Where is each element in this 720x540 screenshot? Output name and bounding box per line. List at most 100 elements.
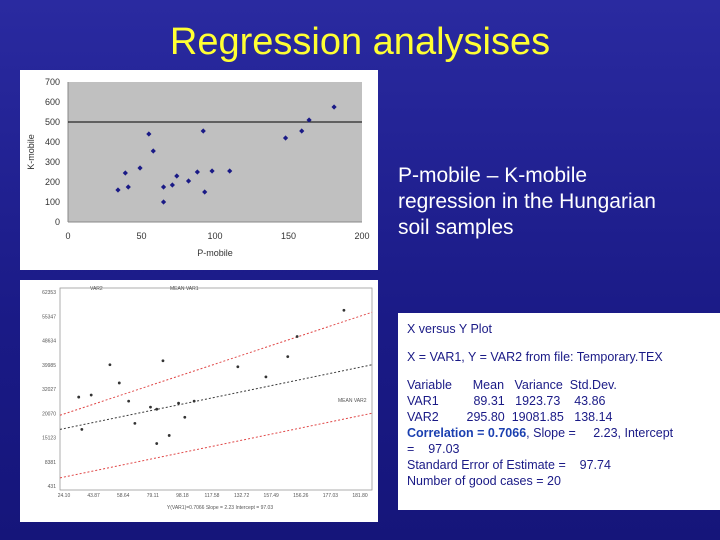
chart2-y-tick-label: 62353 bbox=[42, 290, 56, 296]
chart1-data-point bbox=[160, 184, 167, 190]
regression-plot: VAR2 MEAN VAR1 62353 55347 48634 39985 32027… bbox=[20, 280, 378, 522]
chart2-data-point bbox=[155, 442, 159, 445]
description-line: regression in the Hungarian bbox=[398, 190, 656, 213]
chart1-data-point bbox=[137, 165, 143, 171]
chart1-data-point bbox=[282, 135, 289, 141]
statistics-panel: X versus Y Plot X = VAR1, Y = VAR2 from … bbox=[398, 313, 720, 510]
chart2-data-point bbox=[155, 407, 159, 411]
chart1-y-tick-label: 0 bbox=[55, 217, 60, 227]
slide-title: Regression analysises bbox=[169, 21, 551, 63]
chart2-frame bbox=[59, 287, 373, 491]
chart2-y-tick-label: 20070 bbox=[42, 411, 56, 417]
chart2-y-tick-label: 48634 bbox=[42, 339, 56, 345]
chart1-x-tick-label: 50 bbox=[136, 231, 146, 241]
stats-std-error: Standard Error of Estimate = 97.74 bbox=[407, 458, 611, 472]
correlation-value: Correlation = 0.7066 bbox=[407, 426, 527, 440]
chart1-data-point bbox=[209, 168, 215, 174]
chart2-data-point bbox=[192, 399, 196, 403]
stats-header: X versus Y Plot bbox=[407, 322, 492, 336]
chart2-data-point bbox=[149, 405, 152, 409]
stats-good-cases: Number of good cases = 20 bbox=[407, 474, 561, 488]
chart2-data-point bbox=[342, 308, 346, 312]
chart2-x-tick-label: 181.80 bbox=[352, 493, 368, 499]
chart2-data-point bbox=[236, 365, 240, 369]
chart2-y-tick-label: 39985 bbox=[42, 363, 56, 369]
chart1-x-axis-label: P-mobile bbox=[197, 248, 233, 258]
chart1-data-point bbox=[115, 187, 121, 193]
chart1-data-point bbox=[150, 148, 156, 154]
chart1-data-point bbox=[160, 199, 167, 205]
chart1-x-tick-label: 0 bbox=[65, 231, 70, 241]
chart2-x-tick-label: 24.10 bbox=[58, 493, 71, 499]
chart2-x-tick-label: 117.58 bbox=[205, 493, 220, 499]
chart2-y-tick-label: 15123 bbox=[42, 436, 56, 442]
chart2-upper-band bbox=[59, 311, 373, 416]
chart2-data-point bbox=[127, 399, 131, 403]
chart1-y-tick-label: 100 bbox=[45, 197, 60, 207]
chart2-header-label: MEAN VAR1 bbox=[170, 286, 199, 292]
description-line: P-mobile – K-mobile bbox=[398, 164, 588, 187]
chart2-data-point bbox=[161, 359, 165, 363]
chart1-data-point bbox=[122, 170, 128, 176]
chart1-y-tick-label: 700 bbox=[45, 77, 60, 87]
chart1-data-point bbox=[194, 169, 200, 175]
chart1-data-point bbox=[174, 173, 180, 179]
chart1-data-point bbox=[185, 178, 192, 184]
chart2-data-point bbox=[286, 355, 290, 359]
chart2-data-point bbox=[108, 363, 112, 367]
chart2-data-point bbox=[133, 421, 137, 425]
correlation-rest: , Slope = 2.23, Intercept bbox=[526, 426, 674, 440]
chart2-side-label: MEAN VAR2 bbox=[338, 398, 367, 404]
chart2-data-point bbox=[89, 393, 93, 397]
chart2-x-tick-label: 157.49 bbox=[264, 493, 280, 499]
stats-correlation: Correlation = 0.7066, Slope = 2.23, Inte… bbox=[407, 425, 720, 441]
chart2-y-tick-label: 32027 bbox=[42, 387, 56, 393]
chart2-x-tick-label: 43.87 bbox=[87, 493, 100, 499]
chart2-x-tick-label: 177.03 bbox=[323, 493, 339, 499]
stats-row-var2: VAR2 295.80 19081.85 138.14 bbox=[407, 410, 613, 424]
chart1-data-point bbox=[146, 131, 152, 137]
chart1-data-point bbox=[125, 184, 131, 190]
stats-source: X = VAR1, Y = VAR2 from file: Temporary.… bbox=[407, 350, 663, 364]
chart2-data-point bbox=[117, 381, 121, 385]
chart1-y-axis-label: K-mobile bbox=[26, 134, 36, 170]
chart1-y-tick-label: 500 bbox=[45, 117, 60, 127]
chart1-svg: 0 100 200 300 400 500 600 700 0 50 100 150 200 P-mo… bbox=[26, 77, 370, 258]
chart1-y-tick-label: 300 bbox=[45, 157, 60, 167]
scatter-chart-p-k: 0 100 200 300 400 500 600 700 0 50 100 150 200 P-mo… bbox=[20, 70, 378, 270]
description-line: soil samples bbox=[398, 216, 514, 239]
chart2-x-tick-label: 98.18 bbox=[176, 493, 189, 499]
chart2-y-tick-label: 8381 bbox=[45, 460, 56, 466]
chart2-data-point bbox=[177, 401, 180, 405]
chart1-data-point bbox=[202, 189, 208, 195]
chart2-x-tick-label: 58.64 bbox=[117, 493, 130, 499]
chart1-x-tick-label: 100 bbox=[207, 231, 222, 241]
chart1-data-point bbox=[227, 168, 233, 174]
chart2-data-point bbox=[183, 415, 187, 419]
chart1-data-point bbox=[200, 128, 206, 134]
chart2-lower-band bbox=[59, 412, 373, 479]
chart2-data-point bbox=[295, 335, 299, 338]
chart1-data-point bbox=[169, 182, 175, 188]
chart2-x-tick-label: 132.72 bbox=[234, 493, 250, 499]
stats-row-var1: VAR1 89.31 1923.73 43.86 bbox=[407, 394, 606, 408]
chart1-y-tick-label: 400 bbox=[45, 137, 60, 147]
chart1-x-tick-label: 150 bbox=[281, 231, 296, 241]
stats-intercept: = 97.03 bbox=[407, 442, 460, 456]
chart1-y-tick-label: 600 bbox=[45, 97, 60, 107]
chart2-x-tick-label: 156.26 bbox=[293, 493, 309, 499]
chart1-plot-area bbox=[68, 82, 362, 222]
chart2-x-tick-label: 79.11 bbox=[147, 493, 159, 499]
chart1-data-point bbox=[299, 128, 305, 134]
chart2-svg: VAR2 MEAN VAR1 62353 55347 48634 39985 32027… bbox=[42, 286, 373, 511]
chart2-data-point bbox=[77, 395, 81, 399]
stats-table-header: Variable Mean Variance Std.Dev. bbox=[407, 378, 617, 392]
chart2-bottom-caption: Y(VAR1)=0.7066 Slope = 2.23 Intercept = … bbox=[167, 505, 273, 511]
chart2-regression-line bbox=[59, 364, 373, 430]
description-text: P-mobile – K-mobile regression in the Hu… bbox=[398, 163, 708, 241]
chart2-header-label: VAR2 bbox=[90, 286, 103, 292]
chart2-data-point bbox=[264, 375, 268, 379]
chart2-data-point bbox=[80, 428, 84, 431]
chart1-data-point bbox=[331, 104, 337, 110]
chart2-data-point bbox=[167, 434, 171, 437]
